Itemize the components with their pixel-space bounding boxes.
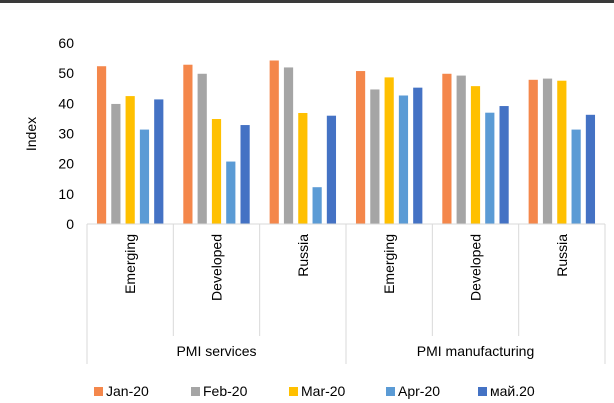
- bar-Jan-20-Developed: [183, 64, 193, 224]
- y-tick-label: 40: [58, 95, 74, 111]
- bar-май.20-Russia: [326, 115, 337, 224]
- category-label: Emerging: [381, 234, 397, 294]
- category-label: Russia: [295, 234, 311, 277]
- bar-Apr-20-Emerging: [398, 95, 409, 225]
- bar-Jan-20-Developed: [442, 73, 452, 225]
- bar-май.20-Emerging: [413, 87, 423, 225]
- bar-Jan-20-Russia: [528, 79, 538, 224]
- bar-Apr-20-Developed: [226, 161, 236, 224]
- legend-swatch: [191, 387, 200, 396]
- bar-Apr-20-Developed: [485, 112, 495, 224]
- y-axis-ticks: 0 10 20 30 40 50 60: [58, 35, 74, 232]
- legend-label: Feb-20: [203, 383, 248, 399]
- bar-Feb-20-Russia: [283, 67, 294, 224]
- bar-Mar-20-Emerging: [125, 96, 135, 224]
- category-label: Developed: [209, 234, 225, 301]
- y-tick-label: 30: [58, 126, 74, 142]
- bar-Apr-20-Emerging: [139, 129, 150, 224]
- bar-Jan-20-Emerging: [355, 71, 366, 224]
- bars: [96, 60, 596, 225]
- bar-Apr-20-Russia: [571, 129, 581, 224]
- bar-Mar-20-Russia: [557, 80, 567, 225]
- bar-Feb-20-Emerging: [370, 89, 380, 225]
- bar-май.20-Developed: [499, 106, 509, 224]
- bar-Mar-20-Developed: [211, 119, 222, 224]
- y-tick-label: 10: [58, 186, 74, 202]
- bar-май.20-Developed: [240, 125, 250, 224]
- legend: Jan-20 Feb-20 Mar-20 Apr-20 май.20: [94, 383, 535, 399]
- bar-Mar-20-Russia: [298, 112, 308, 224]
- y-tick-label: 60: [58, 35, 74, 51]
- category-label: Emerging: [122, 234, 138, 294]
- group-label: PMI manufacturing: [417, 343, 535, 359]
- legend-swatch: [94, 387, 103, 396]
- top-rule: [0, 0, 614, 3]
- legend-label: Jan-20: [106, 383, 149, 399]
- category-label: Russia: [554, 234, 570, 277]
- y-tick-label: 50: [58, 65, 74, 81]
- group-label: PMI services: [176, 343, 256, 359]
- category-labels: Emerging Developed Russia Emerging Developed…: [122, 234, 570, 301]
- axis-lines: [86, 223, 606, 364]
- bar-Jan-20-Russia: [269, 60, 279, 224]
- legend-swatch: [386, 387, 395, 396]
- bar-май.20-Russia: [585, 114, 596, 224]
- bar-Feb-20-Developed: [197, 73, 207, 225]
- bar-Feb-20-Developed: [456, 75, 466, 224]
- bar-Apr-20-Russia: [312, 187, 322, 224]
- bar-Feb-20-Emerging: [111, 103, 121, 224]
- legend-label: Apr-20: [398, 383, 440, 399]
- bar-Mar-20-Emerging: [384, 77, 394, 224]
- y-tick-label: 20: [58, 156, 74, 172]
- legend-swatch: [289, 387, 298, 396]
- bar-Jan-20-Emerging: [96, 66, 107, 224]
- bar-Feb-20-Russia: [542, 78, 553, 224]
- y-tick-label: 0: [66, 216, 74, 232]
- legend-swatch: [478, 387, 487, 396]
- group-labels: PMI services PMI manufacturing: [176, 343, 534, 359]
- y-axis-label: Index: [23, 117, 39, 151]
- bar-Mar-20-Developed: [470, 86, 481, 224]
- category-label: Developed: [468, 234, 484, 301]
- legend-label: май.20: [490, 383, 535, 399]
- bar-май.20-Emerging: [154, 99, 164, 224]
- legend-label: Mar-20: [301, 383, 346, 399]
